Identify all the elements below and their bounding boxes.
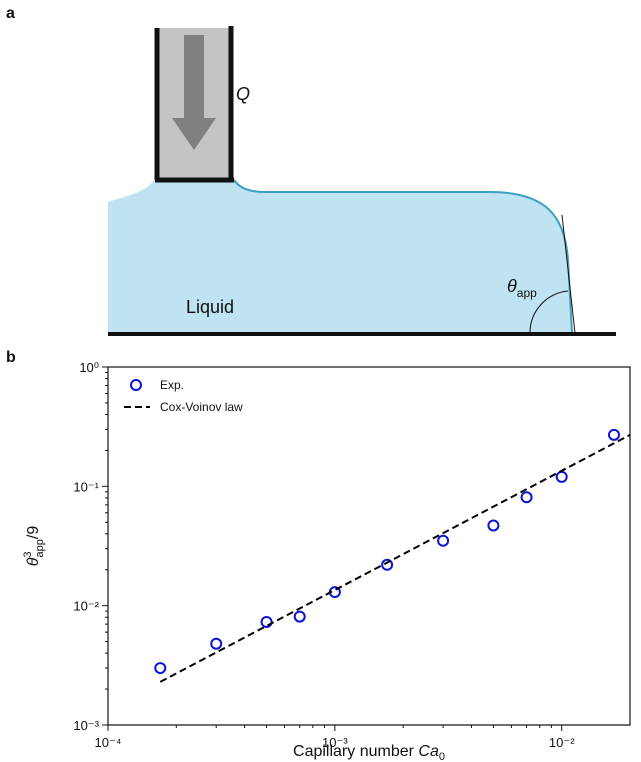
data-point — [154, 662, 167, 675]
angle-arc — [529, 290, 569, 334]
legend-marker — [130, 379, 142, 391]
legend-label: Exp. — [160, 378, 184, 392]
y-label-base: θ — [25, 557, 42, 566]
liquid-label: Liquid — [186, 297, 234, 317]
liquid — [108, 178, 572, 333]
x-label-text: Capillary number — [293, 743, 418, 760]
y-tick-label: 10⁻¹ — [73, 479, 99, 494]
angle-symbol: θ — [507, 276, 517, 296]
data-point — [293, 610, 306, 623]
data-point — [437, 534, 450, 547]
y-label-sub: app — [34, 539, 46, 557]
angle-sub: app — [517, 286, 537, 300]
data-point — [520, 491, 533, 504]
y-tick-label: 10⁻² — [73, 599, 99, 614]
panel-label: b — [6, 349, 16, 366]
arrow-shaft — [184, 35, 204, 120]
y-tick-label: 10⁻³ — [73, 718, 99, 733]
data-point — [260, 615, 273, 628]
x-tick-label: 10⁻⁴ — [95, 735, 122, 750]
flow-label: Q — [236, 84, 250, 104]
diagram: Q Liquid θapp — [108, 26, 616, 336]
data-point — [555, 470, 568, 483]
tangent-line — [561, 214, 576, 334]
arrow-head — [172, 118, 216, 150]
x-label-sub: 0 — [439, 751, 445, 762]
legend-label: Cox-Voinov law — [160, 400, 243, 414]
data-point — [487, 519, 500, 532]
angle-label: θapp — [507, 276, 537, 300]
fit-line — [159, 433, 631, 683]
y-label-rest: /9 — [25, 526, 42, 539]
y-label-sup: 3 — [22, 551, 34, 557]
plot-frame — [107, 366, 631, 726]
y-tick-label: 10⁰ — [79, 360, 99, 375]
x-axis-label: Capillary number Ca0 — [293, 743, 445, 762]
data-point — [210, 637, 223, 650]
data-point — [607, 428, 620, 441]
data-point — [381, 558, 394, 571]
y-axis-label: θ3app/9 — [22, 526, 46, 567]
x-label-var: Ca — [418, 743, 439, 760]
x-tick-label: 10⁻² — [549, 735, 575, 750]
chart: 10⁻⁴ 10⁻³ 10⁻² 10⁻³ 10⁻² 10⁻¹ 10⁰ Capillary num… — [22, 360, 631, 762]
panel-label: a — [6, 5, 15, 22]
x-tick-label: 10⁻³ — [322, 735, 348, 750]
